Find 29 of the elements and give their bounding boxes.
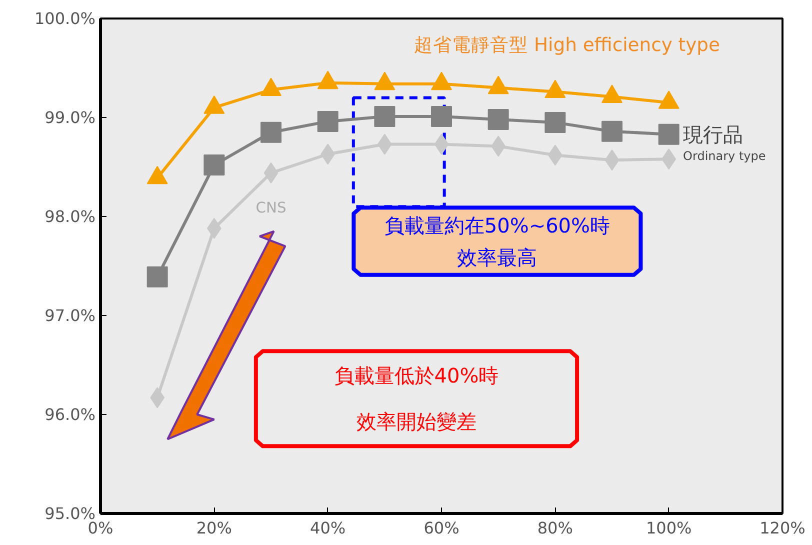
y-tick-label: 98.0% xyxy=(44,207,96,226)
annotation: 效率開始變差 xyxy=(356,410,476,434)
series-label: CNS xyxy=(256,200,286,216)
x-tick-label: 60% xyxy=(424,518,460,538)
point xyxy=(317,110,338,132)
series-label: 超省電靜音型 High efficiency type xyxy=(414,34,720,56)
y-tick-label: 96.0% xyxy=(44,405,96,424)
annotation: 負載量低於40%時 xyxy=(334,364,499,388)
point xyxy=(431,106,452,128)
annotation: Ordinary type xyxy=(683,149,766,164)
x-tick-label: 20% xyxy=(196,518,232,538)
point xyxy=(658,124,680,145)
x-tick-label: 40% xyxy=(310,518,346,538)
point xyxy=(260,122,282,143)
point xyxy=(488,108,509,130)
y-tick-label: 100.0% xyxy=(34,9,96,28)
x-tick-label: 100% xyxy=(646,518,692,538)
point xyxy=(544,112,566,133)
point xyxy=(374,106,396,128)
x-tick-label: 120% xyxy=(760,518,806,538)
annotation: 效率最高 xyxy=(457,245,538,270)
annotation: 負載量約在50%~60%時 xyxy=(384,213,610,238)
y-tick-label: 97.0% xyxy=(44,306,96,325)
point xyxy=(602,120,622,142)
y-tick-label: 99.0% xyxy=(44,108,96,127)
point xyxy=(146,266,168,288)
x-tick-label: 80% xyxy=(537,518,573,538)
series-label: 現行品 xyxy=(683,122,744,146)
point xyxy=(204,154,225,176)
